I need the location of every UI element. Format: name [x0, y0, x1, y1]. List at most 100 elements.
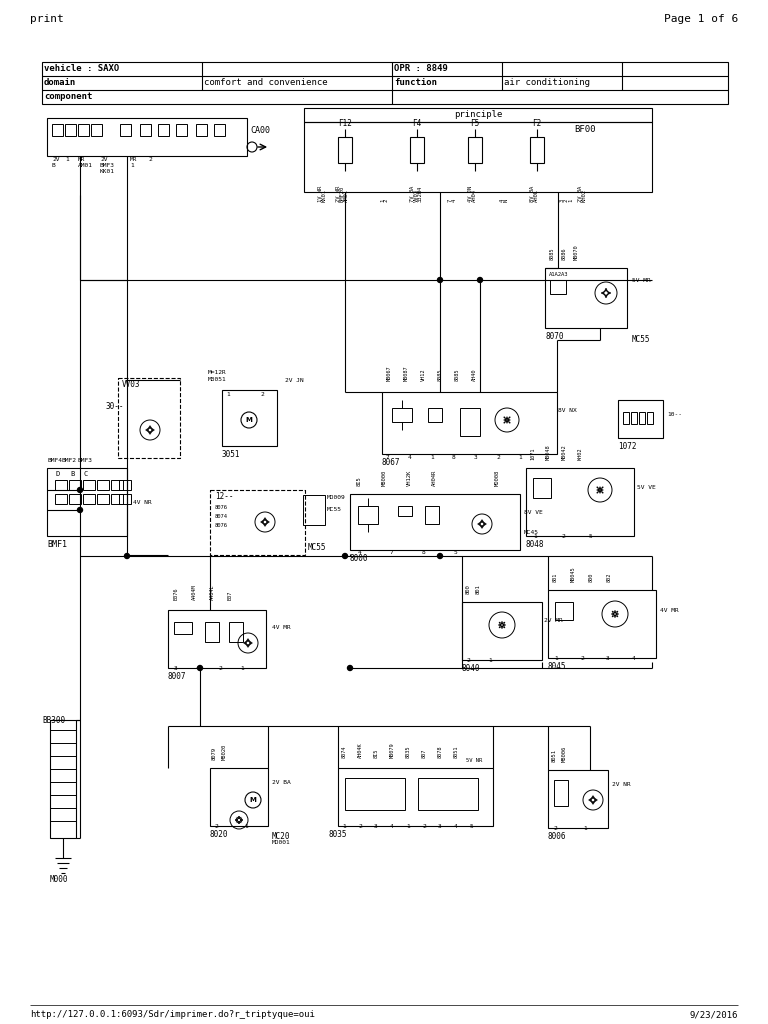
Bar	[69, 480, 81, 490]
Bar	[111, 480, 123, 490]
Bar	[222, 390, 277, 446]
Bar	[530, 137, 544, 163]
Text: 4: 4	[390, 824, 394, 829]
Text: 2: 2	[218, 666, 222, 671]
Text: AH04: AH04	[472, 189, 477, 202]
Text: BMF4: BMF4	[47, 458, 62, 463]
Text: BMF3: BMF3	[100, 163, 115, 168]
Text: 8076: 8076	[215, 523, 228, 528]
Bar	[304, 122, 652, 193]
Bar	[42, 62, 728, 104]
Text: BF00: BF00	[574, 125, 595, 134]
Text: B: B	[52, 163, 56, 168]
Text: 2: 2	[384, 199, 389, 202]
Text: comfort and convenience: comfort and convenience	[204, 78, 328, 87]
Text: 4: 4	[454, 824, 458, 829]
Bar	[550, 280, 566, 294]
Text: KH02: KH02	[578, 447, 583, 460]
Text: 1: 1	[518, 455, 521, 460]
Text: A1A2A3: A1A2A3	[549, 272, 568, 278]
Text: 8074: 8074	[215, 514, 228, 519]
Text: KK01: KK01	[322, 189, 327, 202]
Text: print: print	[30, 14, 64, 24]
Text: 800: 800	[589, 572, 594, 582]
Bar	[210, 768, 268, 826]
Text: 1: 1	[488, 658, 492, 663]
Bar	[158, 124, 169, 136]
Circle shape	[343, 554, 347, 558]
Text: 3051: 3051	[222, 450, 240, 459]
Text: MO001: MO001	[272, 840, 291, 845]
Text: vehicle : SAXO: vehicle : SAXO	[44, 63, 119, 73]
Bar	[196, 124, 207, 136]
Text: CA00: CA00	[250, 126, 270, 135]
Bar	[631, 412, 637, 424]
Text: VV03: VV03	[122, 380, 141, 389]
Text: 2: 2	[260, 392, 263, 397]
Text: 8074: 8074	[342, 745, 347, 758]
Text: D: D	[56, 471, 60, 477]
Text: domain: domain	[44, 78, 76, 87]
Bar	[350, 494, 520, 550]
Text: 30--: 30--	[105, 402, 124, 411]
Text: AH04R: AH04R	[432, 470, 437, 486]
Bar	[338, 137, 352, 163]
Text: M=12R: M=12R	[208, 370, 227, 375]
Text: 4: 4	[632, 656, 636, 662]
Text: 1: 1	[568, 199, 573, 202]
Text: BB300: BB300	[42, 716, 65, 725]
Bar	[83, 494, 95, 504]
Text: 8067: 8067	[382, 458, 400, 467]
Text: KK01: KK01	[100, 169, 115, 174]
Text: 4: 4	[408, 455, 412, 460]
Text: 4V NR: 4V NR	[133, 500, 152, 505]
Text: component: component	[44, 92, 92, 101]
Text: 7V BA: 7V BA	[410, 185, 415, 202]
Text: AH0L: AH0L	[534, 189, 539, 202]
Text: 8I5: 8I5	[357, 476, 362, 486]
Text: 2V: 2V	[52, 157, 59, 162]
Text: BMF3: BMF3	[77, 458, 92, 463]
Bar	[533, 478, 551, 498]
Text: 4V JN: 4V JN	[468, 185, 473, 202]
Text: MC45: MC45	[524, 530, 539, 535]
Text: 1: 1	[554, 656, 558, 662]
Text: 801: 801	[553, 572, 558, 582]
Text: M8042: M8042	[562, 444, 567, 460]
Bar	[545, 268, 627, 328]
Bar	[140, 124, 151, 136]
Text: 8: 8	[452, 455, 455, 460]
Bar	[418, 778, 478, 810]
Text: 1: 1	[65, 157, 69, 162]
Text: M3051: M3051	[208, 377, 227, 382]
Bar	[50, 720, 76, 838]
Text: 802: 802	[607, 572, 612, 582]
Text: 2: 2	[466, 658, 470, 663]
Bar	[214, 124, 225, 136]
Bar	[118, 378, 180, 458]
Text: 3: 3	[374, 824, 378, 829]
Bar	[460, 408, 480, 436]
Bar	[210, 490, 305, 555]
Text: A404M: A404M	[192, 585, 197, 600]
Bar	[55, 480, 67, 490]
Text: AM01: AM01	[344, 189, 349, 202]
Bar	[47, 468, 127, 536]
Text: principle: principle	[454, 110, 502, 119]
Text: 1071: 1071	[530, 447, 535, 460]
Text: M8048: M8048	[546, 444, 551, 460]
Text: MR: MR	[130, 157, 137, 162]
Text: 8070: 8070	[545, 332, 564, 341]
Text: 8051: 8051	[454, 745, 459, 758]
Text: M8087: M8087	[404, 366, 409, 381]
Text: M8045: M8045	[571, 566, 576, 582]
Text: 801: 801	[476, 585, 481, 594]
Text: 4: 4	[196, 666, 200, 671]
Text: F2: F2	[532, 119, 541, 128]
Circle shape	[438, 554, 442, 558]
Circle shape	[78, 487, 82, 493]
Text: 2V NR: 2V NR	[612, 782, 631, 787]
Text: 2V NR: 2V NR	[336, 185, 341, 202]
Text: AM01: AM01	[78, 163, 93, 168]
Text: 2: 2	[564, 199, 569, 202]
